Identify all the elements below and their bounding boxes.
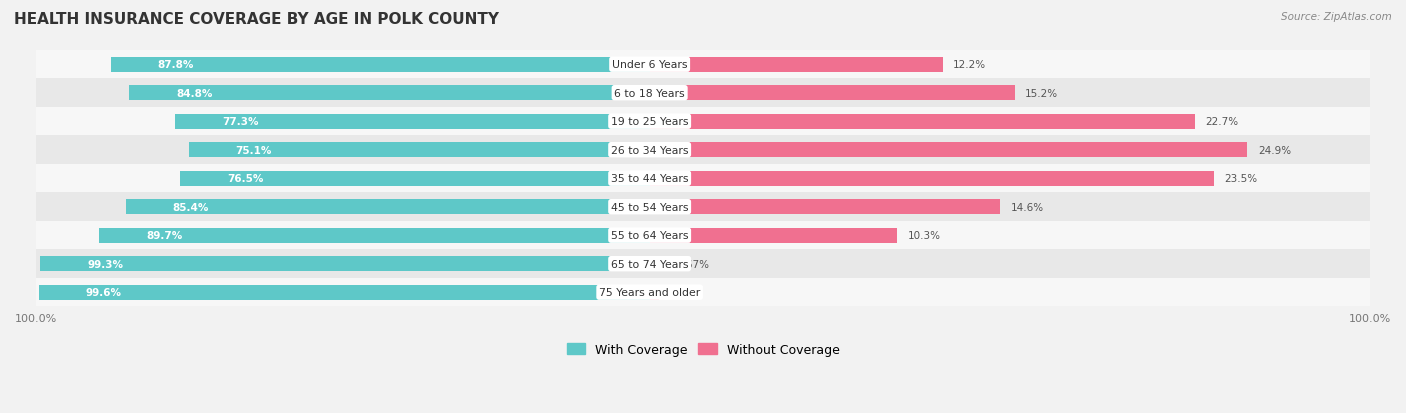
Text: 65 to 74 Years: 65 to 74 Years [610,259,689,269]
Text: 77.3%: 77.3% [222,117,259,127]
Text: Source: ZipAtlas.com: Source: ZipAtlas.com [1281,12,1392,22]
Text: 89.7%: 89.7% [146,230,183,241]
Bar [37,278,1369,307]
Bar [37,164,1369,193]
Text: 22.7%: 22.7% [1205,117,1239,127]
Text: 75.1%: 75.1% [236,145,271,155]
Bar [100,228,650,243]
Bar [37,221,1369,250]
Bar [650,228,897,243]
Bar [650,114,1195,129]
Bar [650,58,942,72]
Text: 84.8%: 84.8% [176,88,212,98]
Bar [37,136,1369,164]
Text: 0.37%: 0.37% [669,287,702,297]
Text: 45 to 54 Years: 45 to 54 Years [610,202,689,212]
Bar [188,143,650,158]
Bar [129,86,650,101]
Bar [37,193,1369,221]
Text: 19 to 25 Years: 19 to 25 Years [610,117,689,127]
Bar [650,143,1247,158]
Text: 23.5%: 23.5% [1225,174,1257,184]
Bar [37,250,1369,278]
Text: 0.67%: 0.67% [676,259,710,269]
Text: 14.6%: 14.6% [1011,202,1043,212]
Bar [650,86,1015,101]
Text: 15.2%: 15.2% [1025,88,1059,98]
Text: 99.3%: 99.3% [87,259,124,269]
Text: 76.5%: 76.5% [226,174,263,184]
Text: 24.9%: 24.9% [1258,145,1291,155]
Text: HEALTH INSURANCE COVERAGE BY AGE IN POLK COUNTY: HEALTH INSURANCE COVERAGE BY AGE IN POLK… [14,12,499,27]
Text: 12.2%: 12.2% [953,60,987,70]
Bar [650,256,665,271]
Bar [37,108,1369,136]
Text: 99.6%: 99.6% [86,287,121,297]
Bar [41,256,650,271]
Text: 35 to 44 Years: 35 to 44 Years [610,174,689,184]
Text: 6 to 18 Years: 6 to 18 Years [614,88,685,98]
Text: 26 to 34 Years: 26 to 34 Years [610,145,689,155]
Text: 75 Years and older: 75 Years and older [599,287,700,297]
Bar [176,114,650,129]
Bar [180,171,650,186]
Bar [650,200,1000,215]
Bar [37,79,1369,108]
Legend: With Coverage, Without Coverage: With Coverage, Without Coverage [561,338,845,361]
Bar [37,51,1369,79]
Bar [111,58,650,72]
Bar [650,285,658,300]
Text: 10.3%: 10.3% [908,230,941,241]
Text: 55 to 64 Years: 55 to 64 Years [610,230,689,241]
Bar [38,285,650,300]
Bar [650,171,1213,186]
Text: 85.4%: 85.4% [173,202,208,212]
Text: Under 6 Years: Under 6 Years [612,60,688,70]
Bar [125,200,650,215]
Text: 87.8%: 87.8% [157,60,194,70]
